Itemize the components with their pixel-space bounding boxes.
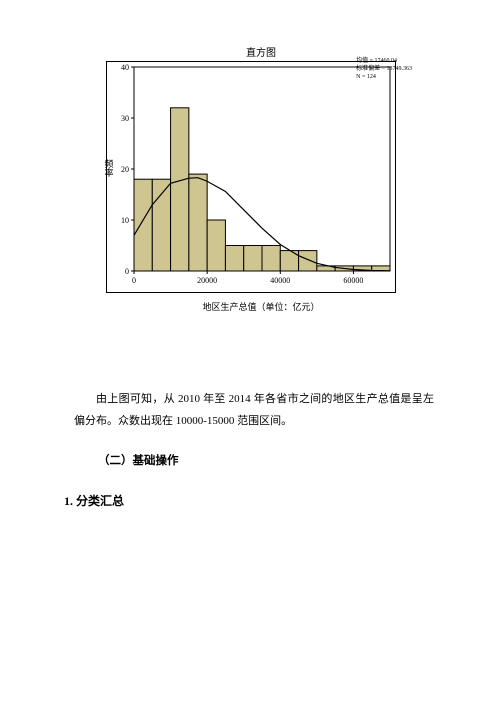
svg-text:0: 0 [132,276,136,285]
subsection-heading: 1. 分类汇总 [64,492,124,509]
analysis-paragraph: 由上图可知，从 2010 年至 2014 年各省市之间的地区生产总值是呈左偏分布… [74,388,434,432]
svg-text:0: 0 [125,267,129,276]
std-label: 标准偏差 = 13749.363 [356,66,412,74]
document-page: 直方图 均值 = 17460.04 标准偏差 = 13749.363 N = 1… [0,0,500,708]
svg-text:60000: 60000 [343,276,363,285]
chart-title: 直方图 [106,44,416,59]
svg-text:40: 40 [121,63,129,72]
svg-text:20: 20 [121,165,129,174]
y-axis-label: 频率 [104,160,114,178]
mean-label: 均值 = 17460.04 [356,58,412,66]
svg-text:20000: 20000 [197,276,217,285]
svg-text:10: 10 [121,216,129,225]
histogram-figure: 直方图 均值 = 17460.04 标准偏差 = 13749.363 N = 1… [106,44,416,313]
svg-text:40000: 40000 [270,276,290,285]
n-label: N = 124 [356,74,412,82]
svg-text:30: 30 [121,114,129,123]
stats-annotation: 均值 = 17460.04 标准偏差 = 13749.363 N = 124 [356,58,412,81]
histogram-svg: 0 10 20 30 40 0 20000 40000 60000 [106,61,396,293]
section-heading: （二）基础操作 [98,452,179,468]
x-axis-label: 地区生产总值（单位：亿元） [106,300,416,313]
